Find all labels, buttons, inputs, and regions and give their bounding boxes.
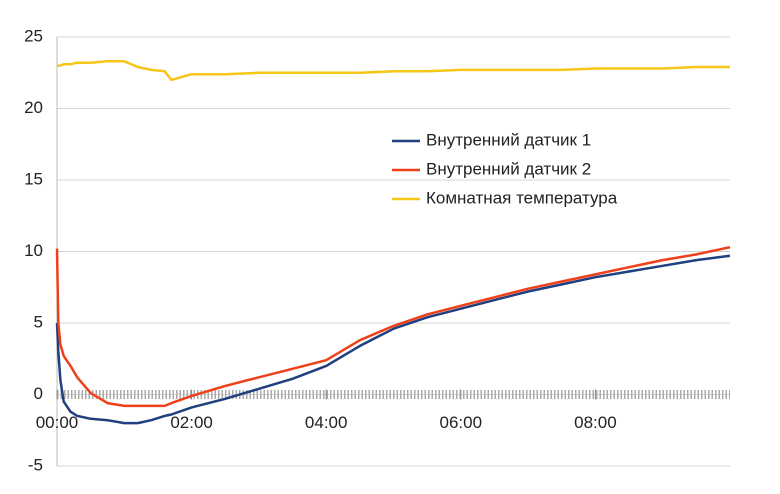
y-tick-label: 15 <box>24 169 43 188</box>
legend-label: Внутренний датчик 2 <box>426 159 591 178</box>
y-tick-label: 10 <box>24 241 43 260</box>
x-tick-label: 06:00 <box>440 413 483 432</box>
x-tick-label: 04:00 <box>305 413 348 432</box>
series-line <box>57 60 730 82</box>
series-line <box>55 254 731 425</box>
x-tick-label: 02:00 <box>170 413 213 432</box>
x-tick-label: 00:00 <box>36 413 79 432</box>
series-line <box>55 245 731 408</box>
y-tick-label: 5 <box>34 312 43 331</box>
y-tick-label: 20 <box>24 98 43 117</box>
y-tick-label: 25 <box>24 26 43 45</box>
legend-label: Комнатная температура <box>426 188 618 207</box>
y-tick-label: 0 <box>34 384 43 403</box>
x-tick-label: 08:00 <box>574 413 617 432</box>
legend-label: Внутренний датчик 1 <box>426 130 591 149</box>
y-tick-label: -5 <box>28 455 43 474</box>
